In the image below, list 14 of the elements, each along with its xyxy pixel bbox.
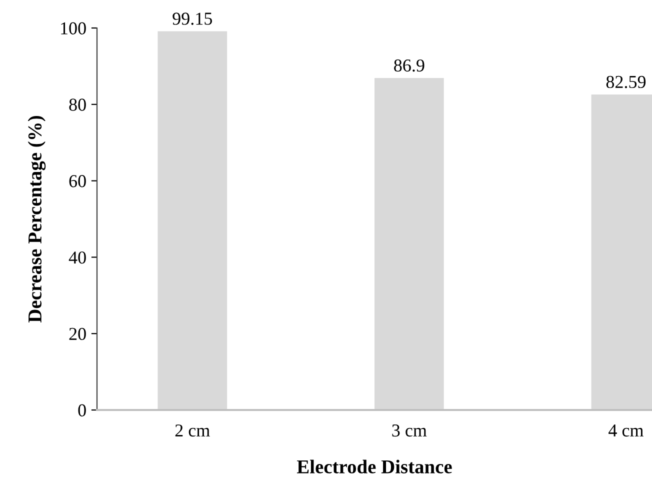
y-tick-label: 100 — [61, 22, 86, 34]
y-axis-title: Decrease Percentage (%) — [28, 116, 46, 322]
x-tick-label: 4 cm — [608, 424, 644, 437]
y-tick-label: 60 — [69, 175, 86, 188]
y-tick-label: 20 — [69, 328, 86, 340]
x-tick-label: 3 cm — [392, 424, 427, 437]
y-tick-label: 0 — [78, 404, 86, 416]
data-label: 86.9 — [394, 59, 424, 72]
y-tick-label: 80 — [69, 98, 86, 111]
x-tick-label: 2 cm — [175, 424, 210, 437]
x-axis-title: Electrode Distance — [296, 460, 452, 474]
data-label: 82.59 — [606, 76, 646, 88]
y-tick-label: 40 — [68, 251, 86, 264]
data-label: 99.15 — [172, 12, 212, 25]
